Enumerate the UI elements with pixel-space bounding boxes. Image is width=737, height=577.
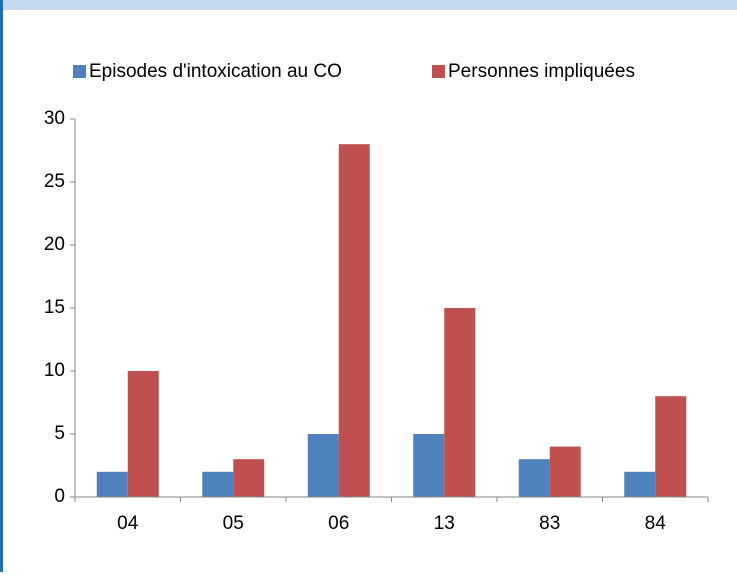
bar (549, 446, 581, 497)
bar (233, 459, 265, 497)
left-border (0, 0, 3, 572)
x-tick-label: 13 (434, 513, 455, 534)
y-tick-label: 0 (54, 486, 65, 507)
bar (624, 471, 656, 497)
top-band (0, 0, 737, 10)
bar (655, 396, 687, 497)
y-tick-label: 25 (44, 171, 65, 192)
y-tick-label: 10 (44, 360, 65, 381)
legend-label: Episodes d'intoxication au CO (89, 61, 342, 82)
bar (413, 434, 445, 497)
bar (202, 471, 234, 497)
y-tick-label: 15 (44, 297, 65, 318)
x-tick-label: 06 (328, 513, 349, 534)
x-tick-label: 84 (645, 513, 667, 534)
y-tick-label: 30 (44, 108, 65, 129)
y-tick-label: 5 (54, 423, 65, 444)
x-tick-label: 83 (539, 513, 560, 534)
legend-label: Personnes impliquées (448, 61, 635, 82)
legend-swatch (432, 65, 445, 78)
x-tick-label: 05 (223, 513, 244, 534)
bar (96, 471, 128, 497)
x-tick-label: 04 (117, 513, 139, 534)
bar (518, 459, 550, 497)
bar (444, 308, 476, 497)
bar (127, 371, 159, 497)
bar (338, 144, 370, 497)
y-tick-label: 20 (44, 234, 65, 255)
legend-swatch (73, 65, 86, 78)
bar (307, 434, 339, 497)
